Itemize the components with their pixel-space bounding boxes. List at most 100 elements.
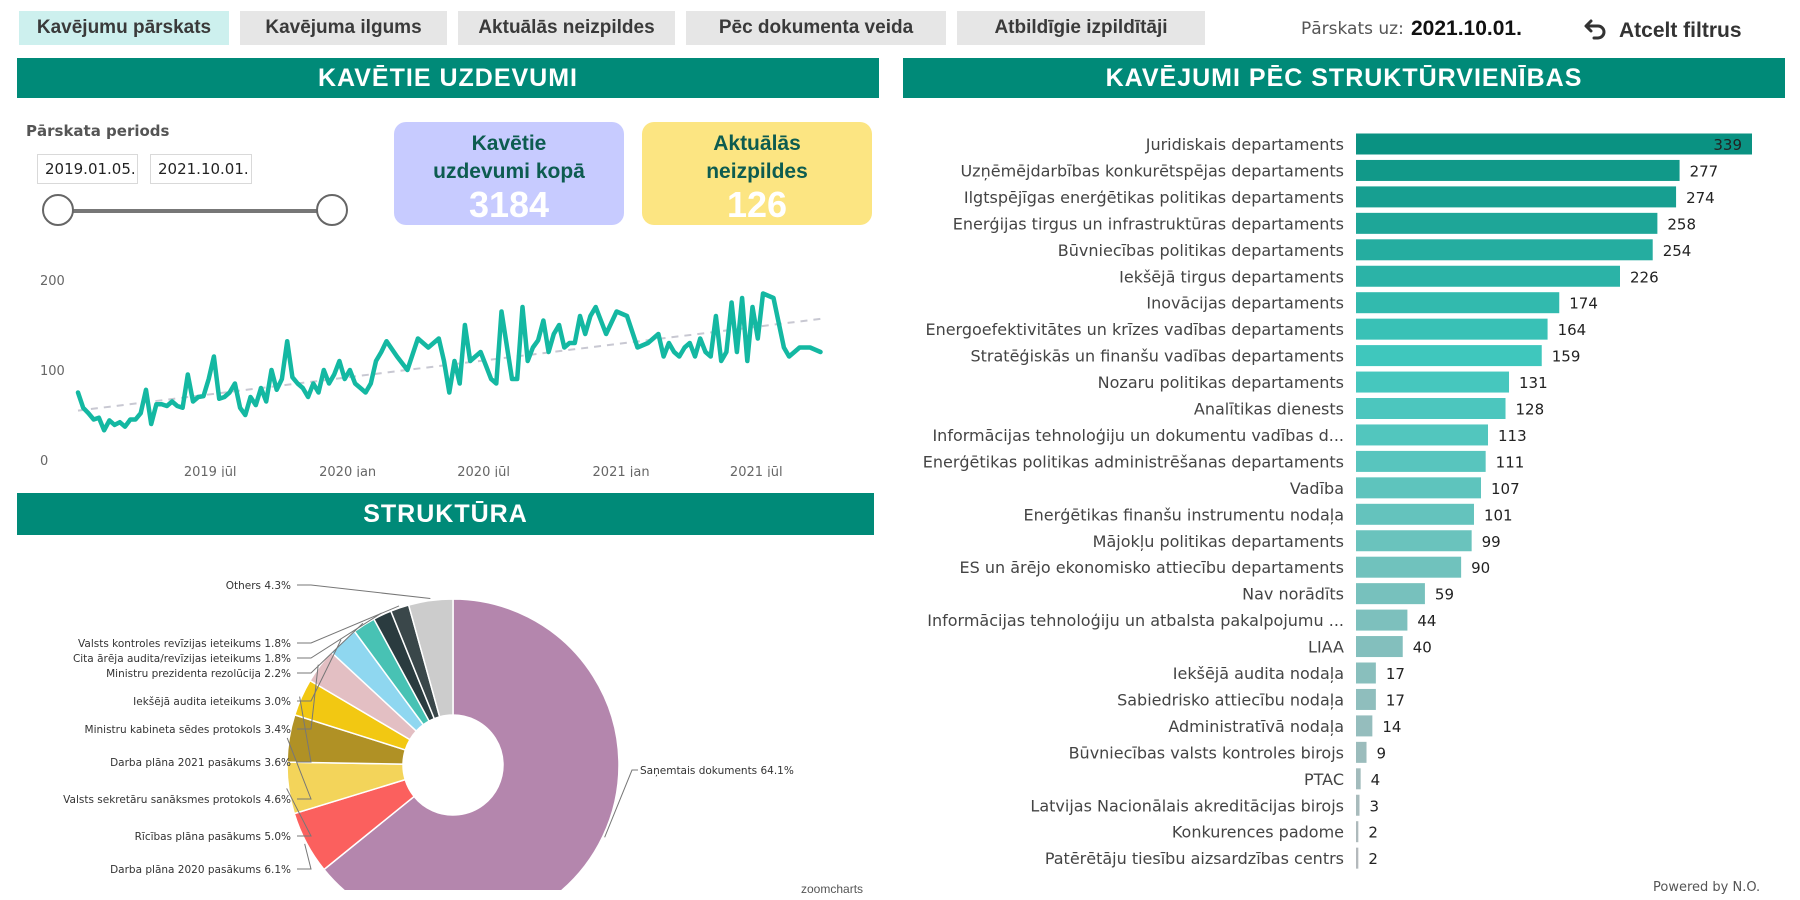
bar-value-label: 2 (1368, 824, 1378, 842)
x-tick-label: 2021 jan (593, 465, 650, 477)
department-label: Latvijas Nacionālais akreditācijas biroj… (1030, 796, 1344, 815)
department-bar (1356, 847, 1359, 869)
donut-slice-label: Valsts sekretāru sanāksmes protokols 4.6… (63, 794, 291, 806)
department-bar (1356, 212, 1658, 234)
donut-slice-label: Iekšējā audita ieteikums 3.0% (133, 696, 291, 708)
department-label: Būvniecības politikas departaments (1058, 241, 1344, 260)
department-label: Enerģētikas finanšu instrumentu nodaļa (1024, 505, 1344, 524)
department-label: Iekšējā audita nodaļa (1173, 664, 1344, 683)
department-bar (1356, 186, 1677, 208)
bar-value-label: 44 (1417, 612, 1436, 630)
department-label: Konkurences padome (1172, 823, 1344, 842)
clear-filters-button[interactable]: Atcelt filtrus (1583, 16, 1742, 46)
bar-value-label: 17 (1386, 665, 1405, 683)
department-bar (1356, 424, 1488, 446)
y-tick-label: 200 (40, 274, 65, 289)
department-bar (1356, 794, 1360, 816)
bar-value-label: 3 (1370, 797, 1380, 815)
period-to-input[interactable]: 2021.10.01. (150, 154, 252, 184)
department-label: Inovācijas departaments (1146, 294, 1344, 313)
department-bar (1356, 292, 1560, 314)
donut-leader-line (297, 639, 342, 702)
donut-leader-line (297, 664, 319, 730)
donut-slice-label: Saņemtais dokuments 64.1% (640, 765, 794, 777)
x-tick-label: 2019 jūl (184, 465, 237, 477)
kpi-total-title-line2: uzdevumi kopā (433, 160, 585, 183)
department-label: Enerģijas tirgus un infrastruktūras depa… (953, 214, 1344, 233)
department-label: Analītikas dienests (1194, 400, 1344, 419)
department-label: Informācijas tehnoloģiju un dokumentu va… (932, 426, 1344, 445)
donut-slice-label: Ministru prezidenta rezolūcija 2.2% (106, 668, 291, 680)
bar-value-label: 9 (1377, 744, 1387, 762)
department-bar (1356, 583, 1425, 605)
donut-leader-line (297, 612, 382, 659)
bar-value-label: 226 (1630, 268, 1659, 286)
department-label: PTAC (1304, 770, 1344, 789)
section-title-structure: STRUKTŪRA (17, 493, 874, 535)
department-label: LIAA (1308, 638, 1344, 657)
department-bar (1356, 662, 1376, 684)
bar-value-label: 174 (1569, 295, 1598, 313)
department-label: Patērētāju tiesību aizsardzības centrs (1045, 849, 1344, 868)
department-label: Juridiskais departaments (1145, 135, 1344, 154)
zoomcharts-credit: zoomcharts (801, 882, 864, 896)
department-bar (1356, 609, 1408, 631)
department-label: Sabiedrisko attiecību nodaļa (1117, 690, 1344, 709)
department-bar (1356, 556, 1462, 578)
department-bar (1356, 398, 1506, 419)
department-bar (1356, 265, 1620, 287)
as-of-label: Pārskats uz: (1301, 19, 1404, 39)
department-bar (1356, 503, 1474, 525)
department-bar (1356, 715, 1373, 737)
department-label: Informācijas tehnoloģiju un atbalsta pak… (927, 611, 1344, 630)
bar-value-label: 164 (1558, 321, 1587, 339)
donut-leader-line (297, 584, 431, 600)
department-bar (1356, 821, 1359, 843)
bar-value-label: 128 (1516, 401, 1545, 419)
donut-slice-label: Rīcības plāna pasākums 5.0% (135, 831, 291, 843)
period-slider-end-handle[interactable] (316, 194, 348, 226)
kpi-open-value: 126 (726, 184, 788, 225)
kpi-total-overdue: Kavētie uzdevumi kopā 3184 (394, 122, 624, 225)
department-label: Nozaru politikas departaments (1098, 373, 1344, 392)
department-bar (1356, 345, 1542, 367)
tab-overview[interactable]: Kavējumu pārskats (19, 11, 229, 45)
y-tick-label: 0 (40, 454, 48, 469)
department-bar (1356, 768, 1361, 790)
clear-filters-label: Atcelt filtrus (1619, 19, 1742, 42)
kpi-total-value: 3184 (468, 184, 550, 225)
undo-arrow-icon (1583, 16, 1609, 46)
department-bar (1356, 741, 1367, 763)
period-from-input[interactable]: 2019.01.05. (37, 154, 138, 184)
x-tick-label: 2021 jūl (730, 465, 783, 477)
department-bar (1356, 450, 1486, 472)
department-bar (1356, 688, 1376, 710)
tab-by-document-type[interactable]: Pēc dokumenta veida (686, 11, 946, 45)
donut-leader-line (297, 622, 364, 674)
tab-responsible-executors[interactable]: Atbildīgie izpildītāji (957, 11, 1205, 45)
department-bar (1356, 239, 1653, 261)
period-slider-start-handle[interactable] (42, 194, 74, 226)
department-bar (1356, 318, 1548, 340)
department-label: Stratēģiskās un finanšu vadības departam… (970, 347, 1344, 366)
period-slider-track[interactable] (58, 209, 332, 213)
department-label: Enerģētikas politikas administrēšanas de… (923, 452, 1344, 471)
donut-slice (322, 598, 620, 890)
tab-delay-duration[interactable]: Kavējuma ilgums (240, 11, 447, 45)
bar-value-label: 2 (1368, 850, 1378, 868)
donut-leader-line (286, 788, 312, 837)
as-of-date: 2021.10.01. (1411, 17, 1522, 40)
bar-value-label: 254 (1663, 242, 1692, 260)
kpi-open-title-line1: Aktuālās (713, 132, 801, 155)
bar-value-label: 111 (1496, 453, 1525, 471)
department-label: Uzņēmējdarbības konkurētspējas departame… (960, 161, 1344, 180)
bar-value-label: 113 (1498, 427, 1527, 445)
donut-leader-line (297, 843, 312, 870)
department-bar-chart: Juridiskais departaments 339 Uzņēmējdarbīb… (923, 133, 1752, 869)
tab-current-open[interactable]: Aktuālās neizpildes (458, 11, 675, 45)
period-label: Pārskata periods (26, 122, 170, 140)
overdue-series-line (75, 291, 823, 433)
structure-donut-chart: Saņemtais dokuments 64.1% Darba plāna 202… (63, 580, 794, 890)
bar-value-label: 40 (1413, 639, 1432, 657)
kpi-total-title-line1: Kavētie (471, 132, 547, 155)
